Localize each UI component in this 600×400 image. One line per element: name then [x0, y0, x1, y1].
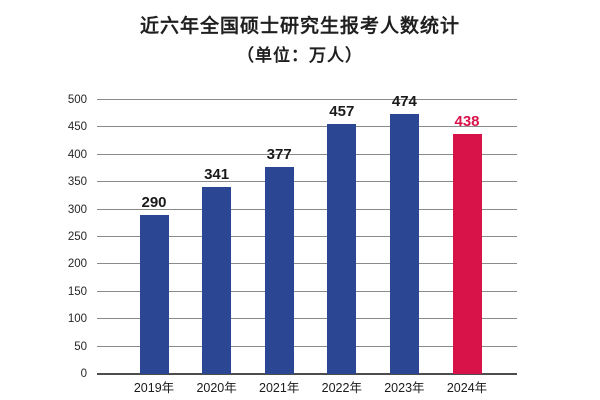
x-tick-label: 2021年	[259, 381, 300, 395]
x-tick-label: 2022年	[321, 381, 362, 395]
bar	[139, 215, 169, 374]
gridline	[97, 181, 517, 183]
gridline	[97, 153, 517, 155]
bar-value-label: 377	[266, 146, 292, 164]
y-tick-label: 150	[67, 285, 87, 298]
y-tick-label: 400	[67, 148, 87, 161]
gridline	[97, 126, 517, 128]
y-tick-label: 350	[67, 176, 87, 189]
x-tick-label: 2023年	[384, 381, 425, 395]
x-tick-label: 2020年	[196, 381, 237, 395]
y-tick-label: 50	[74, 340, 87, 353]
bar	[389, 114, 419, 374]
gridline	[97, 263, 517, 265]
gridline	[97, 290, 517, 292]
y-tick-label: 200	[67, 258, 87, 271]
x-axis-line	[97, 373, 517, 375]
gridline	[97, 99, 517, 100]
chart-title: 近六年全国硕士研究生报考人数统计	[139, 16, 460, 37]
bar	[264, 167, 294, 374]
gridline	[97, 345, 517, 347]
y-tick-label: 500	[67, 94, 87, 106]
bar-value-label: 290	[141, 194, 167, 212]
bar-value-label: 457	[329, 102, 355, 120]
y-tick-label: 250	[67, 231, 87, 243]
y-tick-label: 300	[67, 203, 87, 216]
bar	[327, 123, 357, 374]
plot-area: 0 50 100 150 200 250 300 350 400 450 500 290 2019年 34…	[68, 93, 517, 395]
gridline	[97, 318, 517, 320]
y-tick-label: 100	[67, 313, 87, 326]
bar-value-label: 341	[204, 166, 230, 184]
x-tick-label: 2024年	[446, 381, 488, 395]
bar-value-label: 438	[454, 112, 480, 130]
chart-subtitle: （单位：万人）	[237, 46, 363, 65]
bar	[452, 133, 482, 374]
bar	[202, 187, 232, 374]
bar-value-label: 474	[391, 93, 417, 111]
y-tick-label: 0	[80, 368, 87, 380]
x-tick-label: 2019年	[133, 381, 175, 395]
y-tick-label: 450	[67, 121, 87, 134]
gridline	[97, 236, 517, 237]
gridline	[97, 208, 517, 210]
